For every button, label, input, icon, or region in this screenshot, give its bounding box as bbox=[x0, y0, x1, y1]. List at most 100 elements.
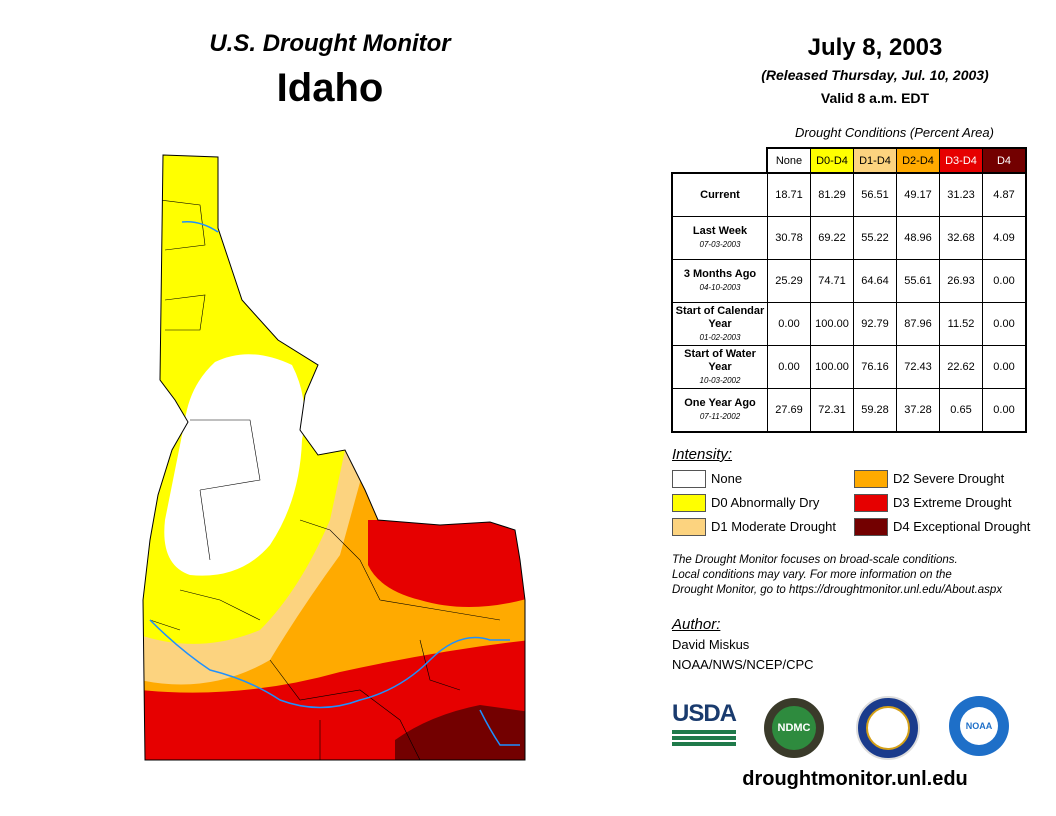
state-outline bbox=[142, 154, 526, 761]
table-cell: 72.43 bbox=[896, 345, 940, 389]
author-org: NOAA/NWS/NCEP/CPC bbox=[672, 657, 814, 672]
row-date: 07-11-2002 bbox=[699, 412, 741, 421]
table-cell: 4.87 bbox=[982, 172, 1027, 217]
table-cell: 32.68 bbox=[939, 216, 983, 260]
map-date: July 8, 2003 bbox=[807, 34, 943, 61]
legend-swatch bbox=[854, 518, 888, 536]
table-cell: 69.22 bbox=[810, 216, 854, 260]
row-date: 10-03-2002 bbox=[699, 375, 741, 385]
disclaimer-note: The Drought Monitor focuses on broad-sca… bbox=[672, 553, 1052, 598]
row-label-text: Current bbox=[700, 188, 740, 201]
col-d3-d4: D3-D4 bbox=[939, 147, 983, 174]
table-cell: 92.79 bbox=[853, 302, 897, 346]
row-date: 07-03-2003 bbox=[699, 240, 741, 249]
legend-swatch bbox=[854, 494, 888, 512]
note-line: The Drought Monitor focuses on broad-sca… bbox=[672, 554, 958, 566]
legend-swatch bbox=[672, 494, 706, 512]
table-cell: 0.00 bbox=[982, 345, 1027, 389]
table-cell: 100.00 bbox=[810, 302, 854, 346]
table-header: None D0-D4 D1-D4 D2-D4 D3-D4 D4 bbox=[766, 147, 1027, 174]
ndmc-logo: NDMC bbox=[764, 698, 824, 758]
table-cell: 81.29 bbox=[810, 172, 854, 217]
table-cell: 25.29 bbox=[767, 259, 811, 303]
d4-region bbox=[395, 705, 525, 760]
table-cell: 0.00 bbox=[982, 302, 1027, 346]
table-row: 3 Months Ago 04-10-2003 25.29 74.71 64.64 55.… bbox=[671, 259, 1027, 303]
website-url: droughtmonitor.unl.edu bbox=[742, 768, 968, 790]
row-date: 04-10-2003 bbox=[699, 283, 741, 292]
table-row: Last Week 07-03-2003 30.78 69.22 55.22 48.96 3… bbox=[671, 216, 1027, 260]
col-d4: D4 bbox=[982, 147, 1027, 174]
row-label-text: Start of Water Year bbox=[684, 347, 756, 373]
table-cell: 22.62 bbox=[939, 345, 983, 389]
table-cell: 49.17 bbox=[896, 172, 940, 217]
note-line: Local conditions may vary. For more info… bbox=[672, 569, 952, 581]
table-cell: 27.69 bbox=[767, 388, 811, 433]
table-cell: 55.61 bbox=[896, 259, 940, 303]
legend-label: D1 Moderate Drought bbox=[711, 519, 837, 534]
row-label: Current bbox=[671, 172, 768, 217]
table-cell: 11.52 bbox=[939, 302, 983, 346]
table-cell: 59.28 bbox=[853, 388, 897, 433]
table-cell: 0.65 bbox=[939, 388, 983, 433]
row-label-text: 3 Months Ago bbox=[683, 268, 757, 280]
commerce-seal-logo bbox=[856, 696, 920, 760]
row-label-text: Start of Calendar Year bbox=[675, 304, 765, 330]
idaho-drought-map bbox=[142, 154, 526, 761]
table-row: Start of Calendar Year 01-02-2003 0.00 100.… bbox=[671, 302, 1027, 346]
legend-swatch bbox=[854, 470, 888, 488]
usda-logo: USDA bbox=[672, 700, 737, 748]
table-cell: 26.93 bbox=[939, 259, 983, 303]
table-caption: Drought Conditions (Percent Area) bbox=[795, 125, 994, 140]
legend-title: Intensity: bbox=[672, 446, 733, 463]
table-cell: 100.00 bbox=[810, 345, 854, 389]
noaa-logo: NOAA bbox=[949, 696, 1009, 756]
row-label-text: One Year Ago bbox=[684, 397, 756, 409]
table-cell: 74.71 bbox=[810, 259, 854, 303]
table-cell: 64.64 bbox=[853, 259, 897, 303]
map-title: U.S. Drought Monitor bbox=[209, 30, 451, 57]
conditions-table: Current 18.71 81.29 56.51 49.17 31.23 4.87 Last… bbox=[671, 172, 1027, 433]
legend-label: D0 Abnormally Dry bbox=[711, 495, 820, 510]
row-label: 3 Months Ago 04-10-2003 bbox=[671, 259, 768, 303]
table-cell: 56.51 bbox=[853, 172, 897, 217]
legend-swatch bbox=[672, 518, 706, 536]
release-date: (Released Thursday, Jul. 10, 2003) bbox=[761, 67, 989, 83]
legend-label: D3 Extreme Drought bbox=[893, 495, 1012, 510]
row-label: Start of Water Year 10-03-2002 bbox=[671, 345, 768, 389]
col-d1-d4: D1-D4 bbox=[853, 147, 897, 174]
col-none: None bbox=[766, 147, 811, 174]
table-cell: 0.00 bbox=[982, 259, 1027, 303]
table-cell: 0.00 bbox=[767, 345, 811, 389]
legend-swatch bbox=[672, 470, 706, 488]
table-cell: 76.16 bbox=[853, 345, 897, 389]
table-cell: 0.00 bbox=[982, 388, 1027, 433]
state-name: Idaho bbox=[276, 66, 384, 110]
table-cell: 87.96 bbox=[896, 302, 940, 346]
author-name: David Miskus bbox=[672, 637, 750, 652]
none-region bbox=[164, 354, 305, 576]
row-label-text: Last Week bbox=[692, 225, 748, 237]
author-title: Author: bbox=[672, 616, 721, 633]
legend-label: D2 Severe Drought bbox=[893, 471, 1005, 486]
row-label: One Year Ago 07-11-2002 bbox=[671, 388, 768, 433]
table-row: One Year Ago 07-11-2002 27.69 72.31 59.28 37.… bbox=[671, 388, 1027, 433]
row-label: Start of Calendar Year 01-02-2003 bbox=[671, 302, 768, 346]
col-d2-d4: D2-D4 bbox=[896, 147, 940, 174]
table-cell: 0.00 bbox=[767, 302, 811, 346]
table-cell: 31.23 bbox=[939, 172, 983, 217]
table-row: Current 18.71 81.29 56.51 49.17 31.23 4.87 bbox=[671, 172, 1027, 217]
note-line: Drought Monitor, go to https://droughtmo… bbox=[672, 584, 1003, 596]
table-cell: 4.09 bbox=[982, 216, 1027, 260]
table-row: Start of Water Year 10-03-2002 0.00 100.00 7… bbox=[671, 345, 1027, 389]
valid-time: Valid 8 a.m. EDT bbox=[820, 90, 930, 106]
table-cell: 18.71 bbox=[767, 172, 811, 217]
legend-label: None bbox=[711, 471, 743, 486]
table-cell: 72.31 bbox=[810, 388, 854, 433]
row-date: 01-02-2003 bbox=[699, 332, 741, 342]
col-d0-d4: D0-D4 bbox=[810, 147, 854, 174]
d3-region-east bbox=[368, 520, 525, 608]
rivers bbox=[149, 220, 520, 746]
table-cell: 30.78 bbox=[767, 216, 811, 260]
